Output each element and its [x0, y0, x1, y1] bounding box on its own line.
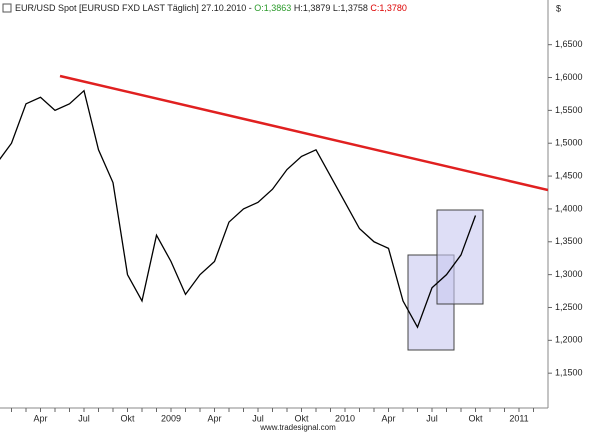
trend-line: [59, 74, 548, 192]
x-tick-label: Jul: [252, 413, 264, 423]
y-tick-label: 1,6500: [555, 39, 583, 49]
x-tick-label: Jul: [426, 413, 438, 423]
open: O:1,3863: [254, 3, 291, 13]
x-tick-label: Okt: [120, 413, 135, 423]
header-icon: [2, 3, 12, 13]
price-line: [0, 89, 477, 329]
y-tick-label: 1,4000: [555, 203, 583, 213]
currency-label: $: [556, 3, 561, 13]
high-low: H:1,3879 L:1,3758: [294, 3, 368, 13]
footer: www.tradesignal.com: [259, 423, 336, 432]
x-tick-label: 2011: [509, 413, 528, 423]
close: C:1,3780: [370, 3, 407, 13]
x-tick-label: 2010: [335, 413, 355, 423]
x-tick-label: Okt: [294, 413, 309, 423]
y-tick-label: 1,4500: [555, 170, 583, 180]
x-tick-label: 2009: [161, 413, 181, 423]
y-tick-label: 1,5000: [555, 138, 583, 148]
plot: [0, 89, 477, 329]
header: EUR/USD Spot [EURUSD FXD LAST Täglich] 2…: [2, 3, 407, 13]
y-tick-label: 1,6000: [555, 72, 583, 82]
y-tick-label: 1,2500: [555, 302, 583, 312]
title: EUR/USD Spot [EURUSD FXD LAST Täglich] 2…: [15, 3, 252, 13]
y-tick-label: 1,2000: [555, 335, 583, 345]
annotations: [59, 74, 548, 351]
x-tick-label: Okt: [468, 413, 483, 423]
y-tick-label: 1,3000: [555, 269, 583, 279]
x-tick-label: Apr: [33, 413, 47, 423]
x-tick-label: Jul: [78, 413, 90, 423]
y-tick-label: 1,1500: [555, 368, 583, 378]
chart-title: EUR/USD Spot [EURUSD FXD LAST Täglich] 2…: [15, 3, 407, 13]
y-tick-label: 1,3500: [555, 236, 583, 246]
y-tick-label: 1,5500: [555, 105, 583, 115]
x-tick-label: Apr: [381, 413, 395, 423]
x-tick-label: Apr: [207, 413, 221, 423]
